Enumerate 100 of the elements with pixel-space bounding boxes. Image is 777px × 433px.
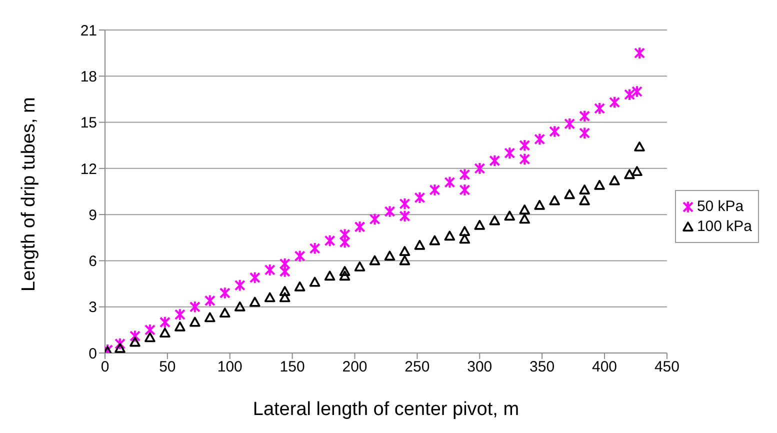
point [219, 286, 230, 300]
point [564, 189, 575, 200]
point [579, 110, 590, 123]
point [609, 96, 620, 109]
x-tick-label: 250 [404, 358, 430, 376]
point [534, 132, 546, 146]
x-tick-label: 300 [467, 358, 492, 376]
y-tick-label: 0 [88, 345, 97, 362]
point [309, 276, 320, 287]
point [294, 250, 306, 262]
point [399, 197, 410, 210]
x-tick-label: 100 [217, 358, 242, 376]
point [459, 168, 470, 181]
point [174, 308, 186, 321]
point [204, 294, 216, 308]
point [632, 166, 642, 176]
point [129, 330, 140, 342]
point [369, 255, 380, 266]
point [474, 162, 486, 175]
point [279, 265, 290, 278]
point [339, 266, 350, 276]
point [489, 154, 500, 168]
point [504, 146, 516, 160]
point [114, 342, 126, 353]
point [519, 152, 530, 166]
point [190, 316, 200, 327]
point [631, 85, 642, 98]
point [309, 242, 320, 255]
point [399, 210, 410, 223]
point [339, 270, 350, 281]
x-tick-label: 200 [342, 358, 368, 376]
y-tick-label: 15 [80, 114, 97, 132]
y-tick-label: 12 [80, 160, 97, 178]
point [634, 46, 645, 60]
point [414, 191, 426, 204]
point [549, 195, 560, 206]
point [189, 300, 200, 314]
x-tick-label: 450 [654, 358, 680, 376]
point [624, 169, 635, 180]
point [219, 308, 230, 318]
point [174, 321, 186, 332]
point [160, 328, 170, 338]
y-tick-label: 6 [88, 253, 97, 270]
x-tick-label: 0 [100, 358, 110, 376]
point [624, 88, 635, 101]
point [204, 312, 216, 322]
point [504, 210, 516, 221]
point [399, 246, 410, 256]
point [444, 176, 456, 189]
point [339, 228, 350, 241]
x-axis-title: Lateral length of center pivot, m [252, 399, 520, 420]
y-axis-title: Length of drip tubes, m [18, 97, 40, 292]
point [634, 141, 645, 152]
legend-label: 50 kPa [696, 198, 744, 215]
y-tick-label: 18 [80, 68, 97, 86]
point [249, 271, 260, 284]
point [159, 316, 170, 329]
y-tick-label: 21 [80, 22, 97, 40]
point [459, 184, 470, 196]
point [234, 301, 246, 312]
point [279, 286, 290, 296]
x-tick-label: 150 [280, 358, 305, 376]
point [324, 270, 336, 281]
point [579, 126, 590, 140]
point [414, 240, 426, 250]
point [429, 184, 440, 196]
point [459, 234, 470, 244]
point [234, 278, 246, 292]
point [144, 332, 156, 342]
point [579, 184, 590, 194]
point [294, 281, 306, 292]
point [519, 204, 530, 214]
point [399, 255, 410, 266]
point [384, 205, 396, 218]
point [354, 220, 366, 234]
point [279, 257, 290, 270]
x-tick-label: 50 [159, 358, 176, 376]
point [279, 292, 290, 302]
y-tick-label: 9 [88, 206, 97, 224]
y-tick-label: 3 [88, 299, 97, 316]
point [609, 175, 620, 186]
x-tick-label: 350 [530, 358, 555, 376]
point [369, 212, 380, 226]
point [519, 138, 530, 152]
point [354, 261, 366, 272]
point [114, 337, 126, 350]
point [564, 117, 576, 130]
point [549, 125, 560, 138]
legend-label: 100 kPa [696, 218, 752, 235]
point [594, 102, 606, 115]
point [519, 214, 530, 224]
point [579, 195, 590, 206]
point [264, 264, 276, 276]
point [489, 215, 500, 226]
point [339, 236, 350, 249]
point [429, 235, 440, 246]
point [534, 200, 545, 210]
point [594, 180, 605, 190]
point [474, 220, 486, 230]
point [249, 296, 260, 307]
